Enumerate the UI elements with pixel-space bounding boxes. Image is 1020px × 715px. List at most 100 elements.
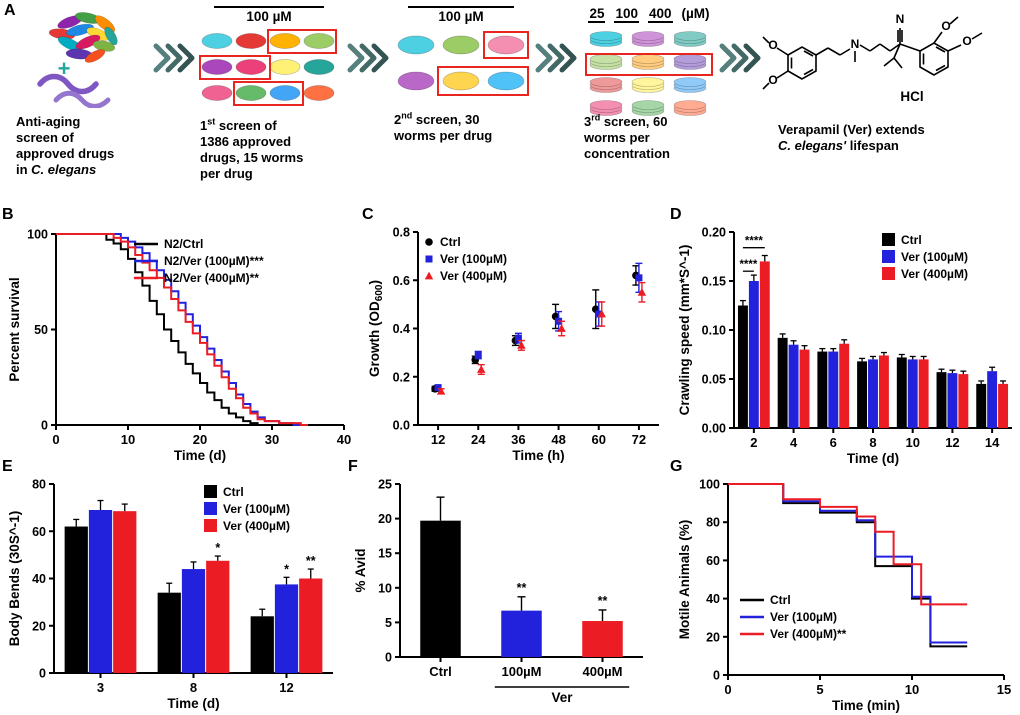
svg-text:6: 6 — [830, 435, 837, 450]
svg-text:72: 72 — [632, 432, 646, 447]
screen2-caption: 2nd screen, 30 worms per drug — [394, 110, 493, 143]
svg-text:80: 80 — [706, 516, 720, 530]
hit-highlight-box — [233, 81, 304, 106]
svg-text:Ver (100µM): Ver (100µM) — [901, 250, 968, 264]
svg-text:Ver (400µM): Ver (400µM) — [440, 269, 507, 283]
svg-text:8: 8 — [190, 680, 197, 695]
svg-text:0: 0 — [713, 669, 720, 683]
svg-text:3: 3 — [97, 680, 104, 695]
nitrogen-atom-label: N — [896, 12, 905, 26]
nitrogen-atom-label: N — [851, 37, 860, 51]
oxygen-atom-label: O — [941, 19, 950, 33]
svg-text:0: 0 — [385, 651, 392, 665]
flow-arrow-icon — [534, 42, 580, 79]
svg-text:Motile Animals (%): Motile Animals (%) — [677, 520, 692, 640]
svg-text:Ver (100µM): Ver (100µM) — [770, 610, 837, 624]
svg-text:24: 24 — [471, 432, 486, 447]
svg-text:8: 8 — [869, 435, 876, 450]
svg-text:Time (d): Time (d) — [847, 451, 899, 466]
hit-highlight-box — [199, 55, 271, 80]
svg-text:Ver (400µM): Ver (400µM) — [223, 519, 290, 533]
svg-text:**: ** — [598, 594, 608, 608]
screen1-caption: 1st screen of 1386 approved drugs, 15 wo… — [200, 116, 304, 181]
svg-text:60: 60 — [592, 432, 606, 447]
svg-text:****: **** — [739, 259, 757, 271]
svg-text:25: 25 — [378, 478, 392, 492]
svg-text:14: 14 — [985, 435, 1000, 450]
svg-text:Ver (100µM): Ver (100µM) — [440, 252, 507, 266]
verapamil-structure: O O N N O O HCl — [762, 4, 1014, 123]
screen2-plates — [397, 31, 529, 96]
svg-text:20: 20 — [378, 512, 392, 526]
body-bends-chart: 0 20 40 60 80 3 8 12 Time (d) Body Bends (30S^-1)… — [7, 478, 333, 711]
svg-text:15: 15 — [997, 682, 1011, 697]
survival-curve-chart: 0 50 100 0 10 20 30 40 Time (d) Percent survival N… — [7, 228, 351, 464]
panel-label-d: D — [670, 206, 682, 223]
svg-text:5: 5 — [816, 682, 823, 697]
svg-text:Time (h): Time (h) — [512, 448, 564, 463]
svg-text:10: 10 — [121, 432, 135, 447]
svg-text:N2/Ver (100µM)***: N2/Ver (100µM)*** — [164, 254, 264, 268]
svg-text:Ver (400µM)**: Ver (400µM)** — [770, 627, 847, 641]
svg-text:0.15: 0.15 — [702, 275, 726, 289]
svg-text:40: 40 — [337, 432, 351, 447]
svg-text:50: 50 — [34, 323, 48, 337]
svg-text:80: 80 — [32, 478, 46, 492]
svg-text:Percent survival: Percent survival — [7, 277, 22, 381]
svg-text:0: 0 — [41, 419, 48, 433]
svg-text:0.05: 0.05 — [702, 373, 726, 387]
svg-text:Ctrl: Ctrl — [429, 664, 451, 679]
plus-icon: + — [58, 56, 71, 81]
crawling-speed-chart: 0.00 0.05 0.10 0.15 0.20 2 4 6 8 10 12 14 Time (d) Cr… — [677, 226, 1012, 466]
growth-curve-chart: 0.0 0.2 0.4 0.6 0.8 12 24 36 48 60 72 Time (h) Growt… — [367, 226, 659, 463]
svg-text:12: 12 — [945, 435, 959, 450]
svg-text:N2/Ctrl: N2/Ctrl — [164, 237, 203, 251]
hit-highlight-box — [585, 53, 713, 76]
hit-highlight-box — [483, 31, 529, 59]
oxygen-atom-label: O — [962, 34, 971, 48]
hit-highlight-box — [437, 66, 529, 96]
svg-text:30: 30 — [265, 432, 279, 447]
svg-text:**: ** — [517, 581, 527, 595]
svg-text:12: 12 — [431, 432, 445, 447]
panel-label-a: A — [4, 2, 16, 19]
svg-text:Time (d): Time (d) — [174, 448, 226, 463]
svg-text:Ver (400µM): Ver (400µM) — [901, 267, 968, 281]
hit-highlight-box — [267, 29, 337, 54]
svg-text:10: 10 — [378, 581, 392, 595]
svg-text:*: * — [215, 541, 220, 555]
screen3-plate-stacks — [585, 31, 713, 116]
svg-text:10: 10 — [905, 682, 919, 697]
svg-text:10: 10 — [905, 435, 919, 450]
svg-text:0.10: 0.10 — [702, 324, 726, 338]
svg-text:0.6: 0.6 — [393, 274, 410, 288]
svg-text:*: * — [284, 562, 289, 576]
svg-text:400µM: 400µM — [582, 664, 622, 679]
panel-label-e: E — [2, 458, 13, 475]
screen3-group: 25 100 400 (µM) — [582, 6, 716, 131]
svg-text:40: 40 — [32, 572, 46, 586]
svg-text:60: 60 — [706, 554, 720, 568]
hcl-label: HCl — [900, 89, 923, 104]
svg-text:0.20: 0.20 — [702, 226, 726, 240]
panel-label-b: B — [2, 206, 14, 223]
svg-text:Ctrl: Ctrl — [223, 485, 244, 499]
svg-text:Body Bends (30S^-1): Body Bends (30S^-1) — [7, 511, 22, 646]
verapamil-caption: Verapamil (Ver) extends C. elegans' life… — [778, 122, 925, 153]
screen3-caption: 3rd screen, 60 worms per concentration — [584, 112, 670, 161]
svg-text:48: 48 — [551, 432, 565, 447]
panel-a-intro-caption: Anti-aging screen of approved drugs in C… — [16, 114, 115, 177]
svg-text:0.00: 0.00 — [702, 422, 726, 436]
svg-text:40: 40 — [706, 592, 720, 606]
worm-icon — [53, 90, 111, 109]
svg-text:5: 5 — [385, 616, 392, 630]
svg-text:0.8: 0.8 — [393, 226, 410, 240]
screen1-concentration: 100 µM — [214, 6, 324, 24]
svg-text:0.4: 0.4 — [393, 322, 410, 336]
panel-label-f: F — [348, 458, 358, 475]
svg-text:36: 36 — [511, 432, 525, 447]
svg-text:15: 15 — [378, 547, 392, 561]
screen2-concentration: 100 µM — [408, 6, 514, 24]
svg-text:Ctrl: Ctrl — [901, 233, 922, 247]
